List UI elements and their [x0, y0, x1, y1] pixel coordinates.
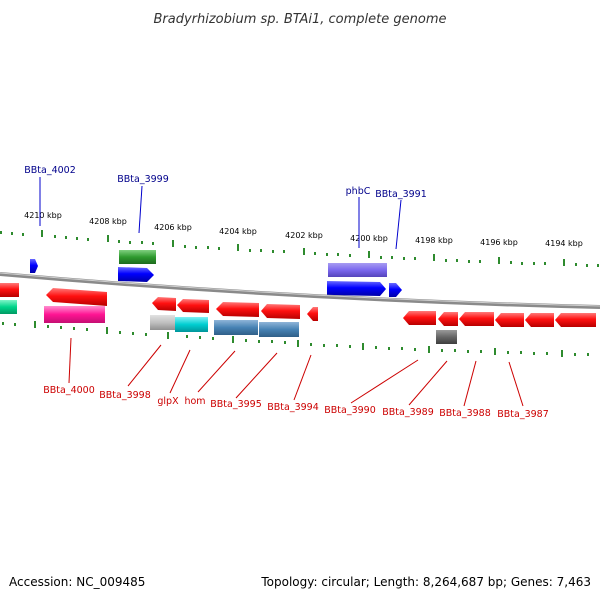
gene-bbta-3990[interactable] [403, 311, 436, 325]
label-bbta-3995: BBta_3995 [210, 399, 262, 410]
gene-bbta-3987[interactable] [495, 313, 524, 327]
gene-bbta-4000[interactable] [44, 306, 105, 323]
kbp-label: 4208 kbp [89, 217, 127, 226]
gene-reverse-red-3[interactable] [177, 299, 209, 313]
gene-reverse-red-7[interactable] [555, 313, 596, 327]
label-bbta-4000: BBta_4000 [43, 385, 95, 396]
forward-strand-genes [30, 250, 402, 297]
bottom-leader-lines [68, 337, 524, 407]
gene-bbta-3991[interactable] [389, 283, 402, 297]
gene-glpx[interactable] [175, 317, 208, 332]
label-bbta-3989: BBta_3989 [382, 407, 434, 418]
gene-forward-blue[interactable] [118, 267, 154, 282]
label-glpx: glpX [157, 396, 179, 407]
label-bbta-3994: BBta_3994 [267, 402, 319, 413]
gene-reverse-left-teal[interactable] [0, 300, 17, 314]
gene-bbta-3988[interactable] [459, 312, 494, 326]
label-hom: hom [184, 396, 205, 407]
label-bbta-3990: BBta_3990 [324, 405, 376, 416]
gene-reverse-darkgray[interactable] [436, 330, 457, 344]
gene-phbc[interactable] [328, 263, 387, 277]
kbp-scale: 4210 kbp 4208 kbp 4206 kbp 4204 kbp 4202… [24, 211, 583, 248]
gene-bbta-3989[interactable] [438, 312, 458, 326]
gene-reverse-red-1[interactable] [46, 288, 107, 306]
gene-bbta-3995[interactable] [259, 322, 299, 337]
reverse-strand-genes [0, 283, 596, 344]
gene-bbta-3998[interactable] [150, 315, 175, 330]
genome-backbone-highlight [0, 272, 600, 307]
top-labels: BBta_4002 BBta_3999 phbC BBta_3991 [24, 165, 427, 200]
kbp-label: 4210 kbp [24, 211, 62, 220]
kbp-label: 4200 kbp [350, 234, 388, 243]
gene-bbta-4002[interactable] [30, 259, 38, 273]
label-bbta-3988: BBta_3988 [439, 408, 491, 419]
top-leader-lines [39, 177, 402, 250]
outer-tick-track [0, 230, 599, 267]
gene-bbta-3994[interactable] [307, 307, 318, 321]
label-bbta-3998: BBta_3998 [99, 390, 151, 401]
gene-reverse-red-6[interactable] [525, 313, 554, 327]
label-bbta-3999: BBta_3999 [117, 174, 169, 185]
kbp-label: 4196 kbp [480, 238, 518, 247]
gene-forward-blue-2[interactable] [327, 281, 386, 296]
label-bbta-3991: BBta_3991 [375, 189, 427, 200]
accession-text: Accession: NC_009485 [9, 575, 145, 589]
gene-reverse-left-red[interactable] [0, 283, 19, 297]
label-phbc: phbC [346, 186, 371, 197]
inner-tick-track [2, 321, 589, 357]
kbp-label: 4204 kbp [219, 227, 257, 236]
label-bbta-3987: BBta_3987 [497, 409, 549, 420]
genome-summary: Topology: circular; Length: 8,264,687 bp… [260, 575, 591, 589]
gene-reverse-red-4[interactable] [216, 302, 259, 317]
kbp-label: 4194 kbp [545, 239, 583, 248]
genome-title: Bradyrhizobium sp. BTAi1, complete genom… [153, 12, 446, 27]
kbp-label: 4202 kbp [285, 231, 323, 240]
kbp-label: 4198 kbp [415, 236, 453, 245]
bottom-labels: BBta_4000 BBta_3998 glpX hom BBta_3995 B… [43, 385, 549, 420]
label-bbta-4002: BBta_4002 [24, 165, 76, 176]
gene-reverse-red-5[interactable] [261, 304, 300, 319]
genome-backbone [0, 272, 600, 309]
gene-reverse-red-2[interactable] [152, 297, 176, 311]
kbp-label: 4206 kbp [154, 223, 192, 232]
gene-bbta-3999[interactable] [119, 250, 156, 264]
gene-hom[interactable] [214, 320, 258, 335]
